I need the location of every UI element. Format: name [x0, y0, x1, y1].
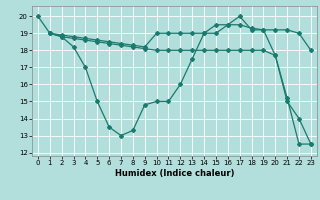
X-axis label: Humidex (Indice chaleur): Humidex (Indice chaleur): [115, 169, 234, 178]
